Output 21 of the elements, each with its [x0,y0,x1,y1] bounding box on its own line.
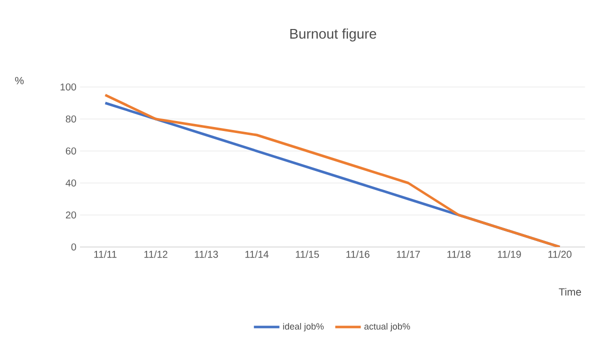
y-tick-label: 60 [66,147,76,155]
legend-label: actual job% [364,323,410,332]
y-tick-label: 100 [60,83,76,91]
x-tick-label: 11/12 [144,250,168,258]
y-tick-label: 20 [66,211,76,219]
y-tick-label: 0 [71,243,76,251]
x-tick-label: 11/14 [245,250,269,258]
x-axis-title: Time [558,288,582,296]
x-tick-label: 11/11 [94,250,116,258]
y-tick-label: 40 [66,179,76,187]
x-tick-label: 11/20 [548,250,572,258]
x-tick-label: 11/17 [396,250,420,258]
x-tick-label: 11/15 [296,250,319,258]
x-tick-label: 11/13 [194,250,218,258]
x-tick-label: 11/16 [346,250,370,258]
y-axis-title: % [15,76,24,84]
x-tick-label: 11/19 [498,250,521,258]
chart-title: Burnout figure [290,28,376,42]
y-tick-label: 80 [66,115,76,123]
x-tick-label: 11/18 [447,250,470,258]
legend-label: ideal job% [283,323,324,332]
